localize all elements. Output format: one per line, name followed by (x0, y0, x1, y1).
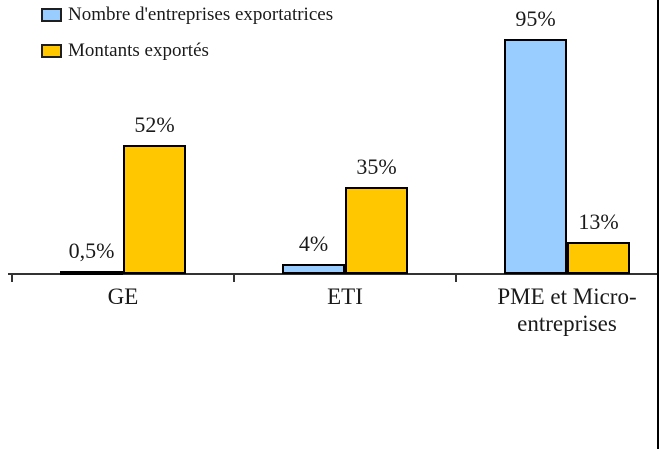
axis-tick (455, 275, 457, 282)
bar-entreprises (504, 39, 567, 274)
legend-swatch-blue (41, 8, 62, 22)
category-label: PME et Micro- entreprises (497, 284, 637, 336)
right-border-line (657, 0, 659, 449)
legend-label: Montants exportés (68, 40, 209, 61)
bar-value-label: 4% (298, 231, 329, 257)
legend-label: Nombre d'entreprises exportatrices (68, 4, 334, 25)
bar-value-label: 13% (578, 208, 619, 234)
bar-value-label: 35% (356, 154, 397, 180)
bar-value-label: 0,5% (68, 238, 115, 263)
x-axis (8, 273, 657, 275)
bar-montants (345, 187, 408, 274)
bar-montants (567, 241, 630, 274)
axis-tick (11, 275, 13, 282)
bar-value-label: 95% (515, 6, 556, 31)
category-label: ETI (327, 284, 363, 309)
legend-item: Montants exportés (41, 38, 333, 64)
bar-montants (123, 145, 186, 274)
bar-entreprises (282, 264, 345, 274)
legend: Nombre d'entreprises exportatrices Monta… (41, 2, 333, 74)
legend-swatch-yellow (41, 44, 62, 58)
legend-item: Nombre d'entreprises exportatrices (41, 2, 333, 28)
axis-tick (233, 275, 235, 282)
category-label: GE (107, 284, 139, 309)
bar-entreprises (60, 271, 123, 275)
bar-value-label: 52% (134, 112, 175, 138)
